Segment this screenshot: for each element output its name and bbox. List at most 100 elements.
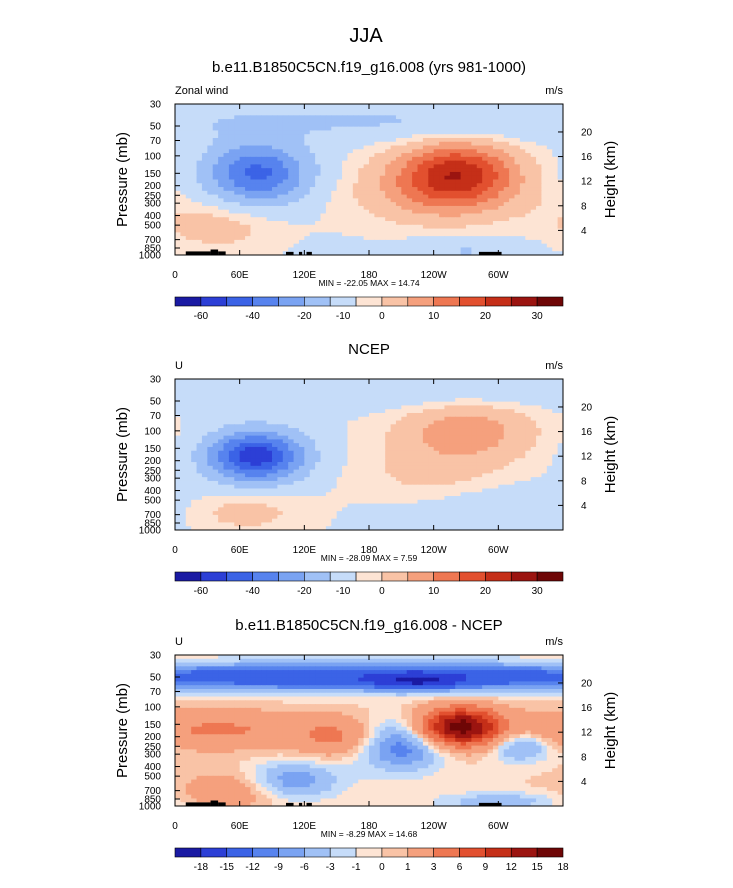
contour-cell (234, 107, 241, 113)
contour-cell (401, 420, 408, 425)
contour-cell (525, 183, 532, 188)
contour-cell (320, 179, 327, 184)
contour-cell (498, 153, 505, 158)
contour-cell (288, 439, 295, 444)
contour-cell (234, 171, 241, 177)
contour-cell (228, 462, 235, 467)
contour-cell (471, 439, 478, 444)
contour-cell (180, 416, 187, 422)
contour-cell (379, 394, 386, 399)
contour-cell (471, 462, 478, 467)
contour-cell (417, 224, 424, 230)
contour-cell (476, 443, 483, 448)
contour-cell (455, 187, 462, 192)
contour-cell (261, 473, 268, 478)
contour-cell (530, 134, 537, 139)
contour-cell (514, 217, 521, 222)
contour-cell (352, 420, 359, 425)
contour-cell (541, 247, 548, 252)
contour-cell (439, 469, 446, 474)
contour-cell (390, 243, 397, 249)
contour-cell (250, 175, 257, 181)
contour-cell (503, 153, 510, 158)
contour-cell (422, 202, 429, 207)
contour-cell (401, 171, 408, 177)
contour-cell (395, 145, 402, 150)
contour-cell (191, 119, 198, 124)
contour-cell (412, 164, 419, 169)
contour-cell (245, 439, 252, 444)
contour-cell (466, 405, 472, 410)
contour-cell (180, 202, 187, 207)
contour-cell (439, 431, 446, 437)
contour-cell (536, 405, 543, 410)
contour-cell (218, 224, 225, 230)
contour-cell (390, 405, 397, 410)
contour-cell (449, 397, 456, 403)
contour-cell (460, 394, 467, 399)
contour-cell (541, 473, 548, 478)
contour-cell (180, 439, 187, 444)
contour-cell (428, 465, 435, 471)
contour-cell (228, 104, 235, 109)
contour-cell (406, 443, 413, 448)
contour-cell (385, 465, 392, 471)
contour-cell (212, 239, 219, 245)
contour-cell (315, 382, 322, 388)
contour-cell (395, 209, 402, 215)
contour-cell (552, 141, 559, 147)
contour-cell (476, 141, 483, 147)
contour-cell (509, 236, 516, 241)
contour-cell (228, 420, 235, 425)
contour-cell (390, 439, 397, 444)
contour-cell (503, 224, 510, 230)
contour-cell (557, 477, 563, 482)
contour-cell (363, 187, 370, 192)
contour-cell (352, 221, 359, 226)
contour-cell (234, 115, 241, 120)
contour-cell (541, 477, 548, 482)
contour-cell (218, 480, 225, 486)
contour-cell (412, 439, 419, 444)
contour-cell (503, 401, 510, 407)
contour-cell (325, 428, 332, 433)
contour-cell (530, 232, 537, 237)
colorbar-swatch (355, 296, 383, 307)
contour-cell (288, 126, 295, 132)
contour-cell (471, 122, 478, 128)
contour-cell (196, 183, 203, 188)
contour-cell (288, 202, 295, 207)
contour-cell (336, 390, 343, 395)
contour-cell (352, 213, 359, 218)
contour-cell (304, 424, 311, 429)
contour-cell (369, 119, 375, 124)
contour-cell (266, 187, 273, 192)
contour-cell (304, 111, 311, 116)
contour-cell (363, 420, 370, 425)
contour-cell (460, 122, 467, 128)
contour-cell (417, 137, 424, 143)
contour-cell (223, 409, 230, 414)
contour-cell (536, 156, 543, 162)
contour-cell (519, 134, 526, 139)
contour-cell (218, 428, 225, 433)
contour-cell (245, 217, 252, 222)
contour-cell (347, 420, 354, 425)
contour-cell (417, 458, 424, 463)
contour-cell (201, 465, 208, 471)
contour-cell (325, 454, 332, 459)
contour-cell (175, 104, 181, 109)
contour-cell (180, 397, 187, 403)
contour-cell (261, 247, 268, 252)
contour-cell (455, 416, 462, 422)
contour-cell (304, 122, 311, 128)
contour-cell (304, 382, 311, 388)
contour-cell (379, 397, 386, 403)
contour-cell (196, 409, 203, 414)
contour-cell (492, 424, 499, 429)
contour-cell (293, 149, 300, 154)
contour-cell (401, 454, 408, 459)
contour-cell (277, 122, 284, 128)
contour-cell (218, 232, 225, 237)
contour-cell (228, 183, 235, 188)
